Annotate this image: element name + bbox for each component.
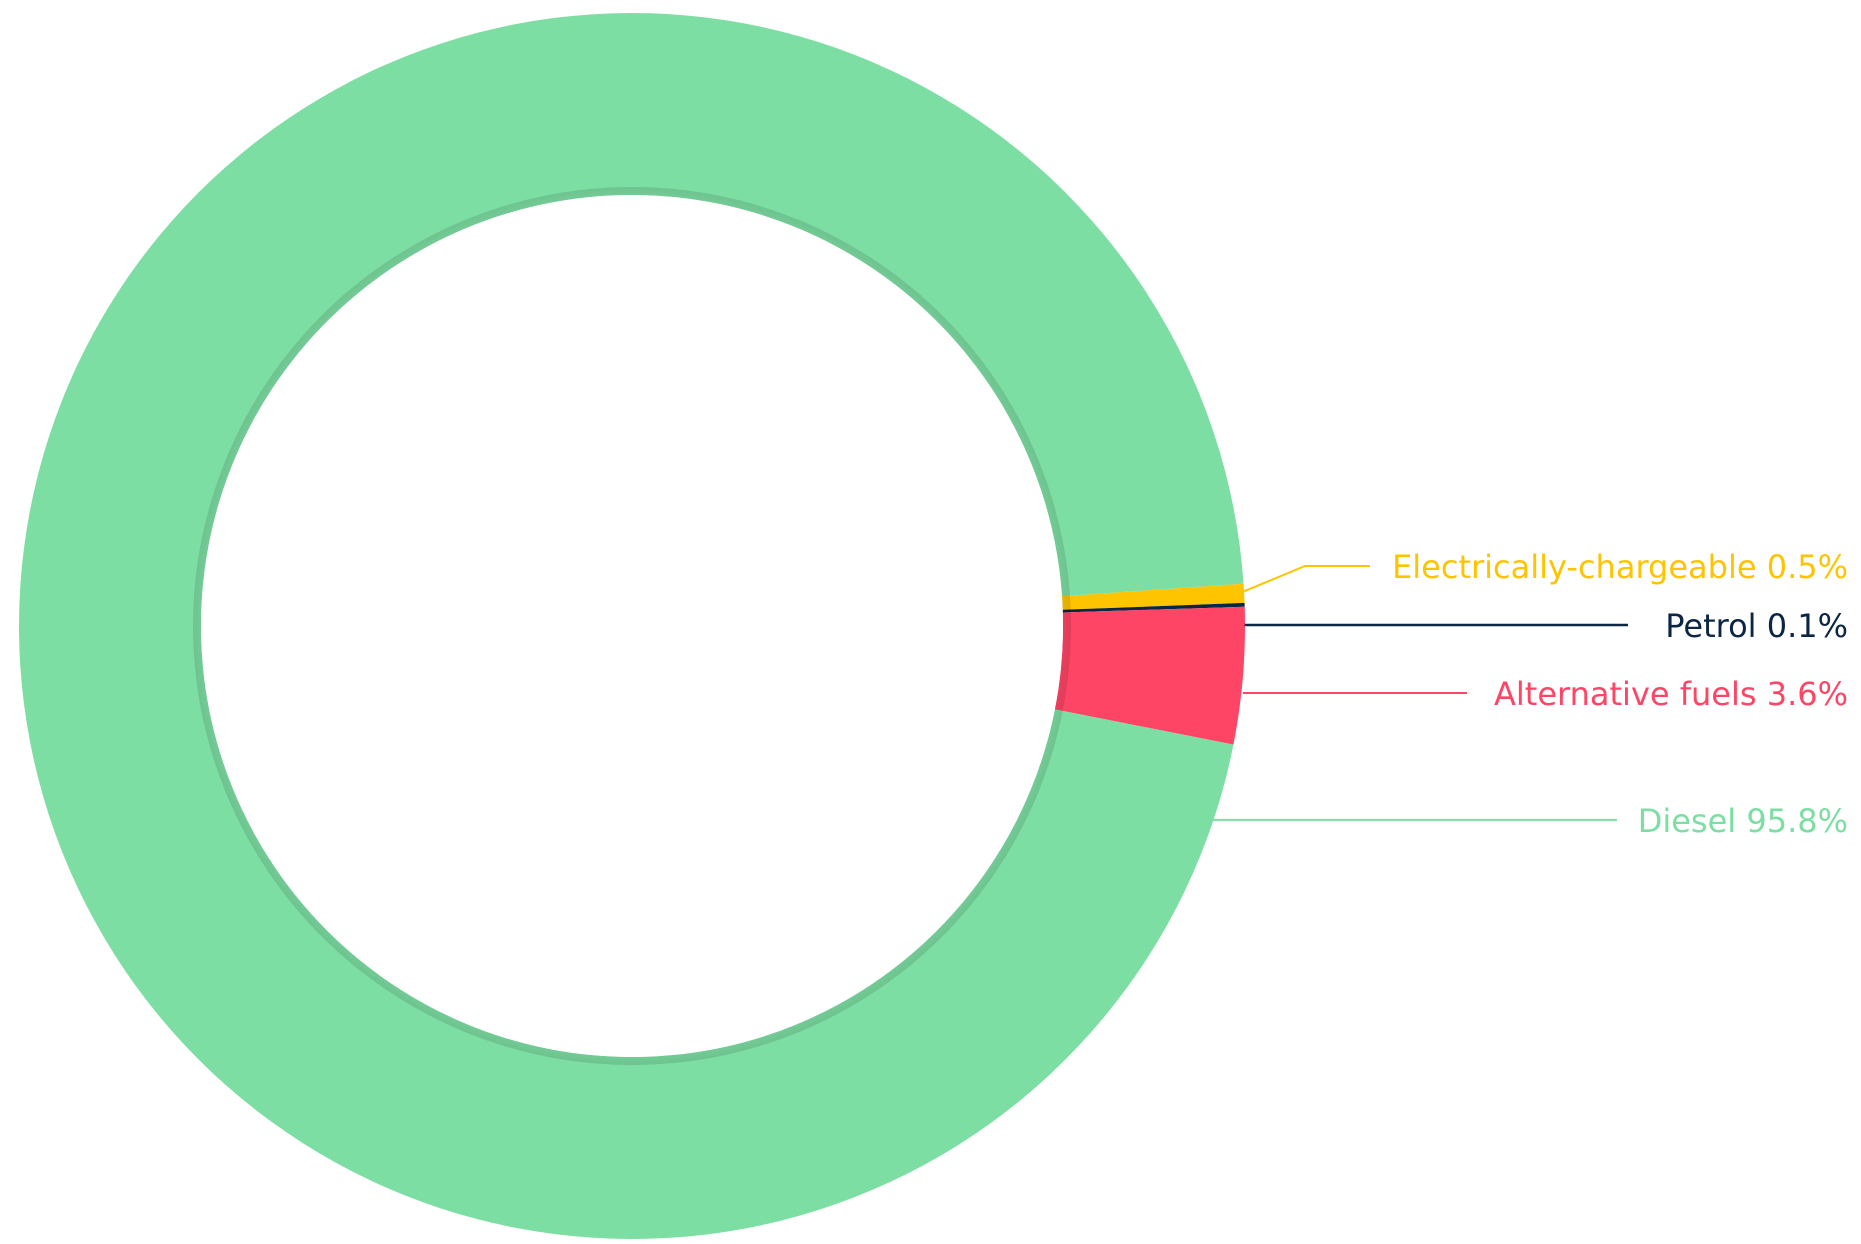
label-diesel: Diesel 95.8%	[1638, 802, 1848, 840]
leader-line-0	[1243, 565, 1370, 593]
slices-group	[19, 13, 1245, 1240]
labels-group: Electrically-chargeable 0.5% Petrol 0.1% A…	[1392, 548, 1848, 840]
slice-electrically-chargeable	[1061, 583, 1245, 610]
label-alternative-fuels: Alternative fuels 3.6%	[1494, 675, 1848, 713]
label-petrol: Petrol 0.1%	[1665, 607, 1848, 645]
slice-petrol	[1062, 602, 1245, 613]
slice-alternative-fuels	[1054, 606, 1245, 745]
leader-lines-group	[1211, 565, 1628, 821]
donut-hole	[201, 195, 1063, 1057]
label-electrically-chargeable: Electrically-chargeable 0.5%	[1392, 548, 1848, 586]
